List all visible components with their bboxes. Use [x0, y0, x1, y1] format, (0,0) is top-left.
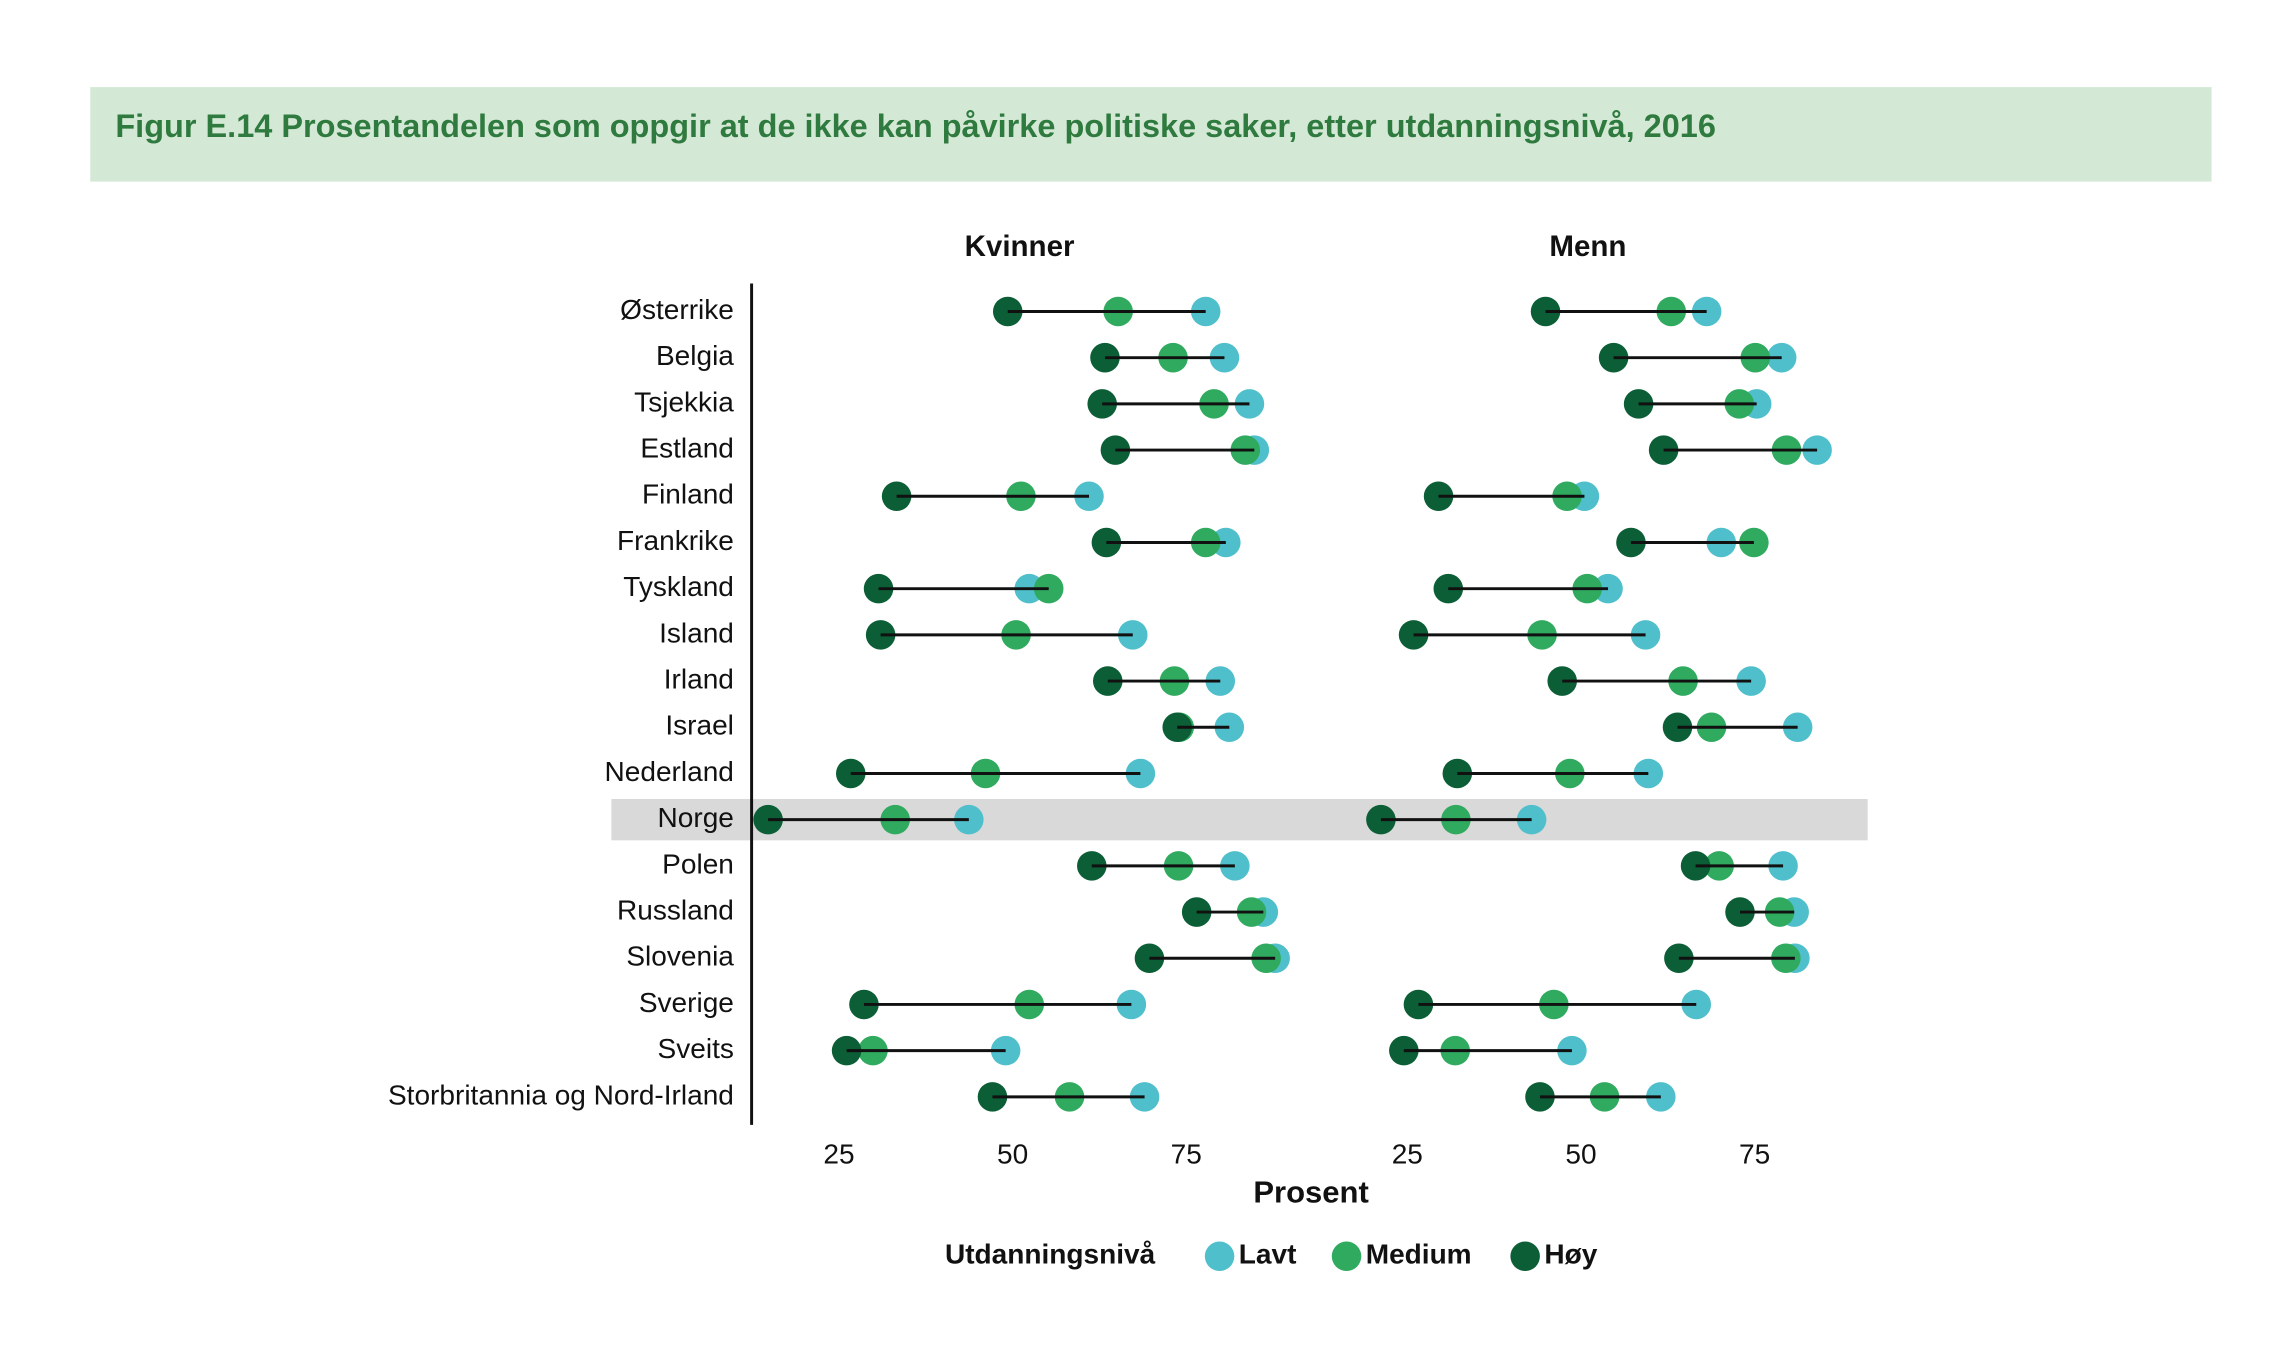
legend-title: Utdanningsnivå	[945, 1239, 1156, 1270]
y-tick-label: Norge	[658, 802, 734, 833]
y-tick-label: Sverige	[639, 987, 734, 1018]
y-tick-label: Polen	[662, 848, 734, 879]
title-band	[90, 87, 2212, 182]
dot	[1366, 804, 1396, 835]
y-tick-label: Tsjekkia	[634, 386, 734, 417]
dot	[1209, 342, 1240, 373]
y-tick-label: Sveits	[658, 1033, 734, 1064]
legend-swatch	[1331, 1241, 1362, 1272]
y-tick-label: Belgia	[656, 340, 734, 371]
dot	[1091, 527, 1122, 558]
x-tick-label: 25	[823, 1138, 854, 1169]
legend-swatch	[1204, 1241, 1235, 1272]
y-tick-label: Israel	[665, 710, 734, 741]
chart-title: Figur E.14 Prosentandelen som oppgir at …	[115, 108, 1716, 144]
y-tick-label: Russland	[617, 894, 734, 925]
legend-swatch	[1510, 1241, 1540, 1272]
legend-label: Medium	[1366, 1239, 1472, 1270]
x-tick-label: 25	[1392, 1138, 1423, 1169]
y-tick-label: Finland	[642, 479, 734, 510]
y-tick-label: Irland	[664, 663, 734, 694]
panel-title: Menn	[1549, 230, 1626, 263]
y-tick-label: Island	[659, 617, 734, 648]
dot	[1033, 573, 1064, 604]
y-tick-label: Østerrike	[620, 294, 734, 325]
y-tick-label: Frankrike	[617, 525, 734, 556]
dot	[992, 296, 1023, 327]
x-tick-label: 50	[997, 1138, 1028, 1169]
x-axis-title: Prosent	[1253, 1174, 1368, 1209]
legend-label: Lavt	[1239, 1239, 1297, 1270]
dot	[753, 804, 783, 835]
panel-title: Kvinner	[965, 230, 1075, 263]
y-tick-label: Estland	[640, 432, 733, 463]
x-tick-label: 75	[1739, 1138, 1770, 1169]
y-tick-label: Nederland	[605, 756, 734, 787]
dot	[1516, 804, 1547, 835]
x-tick-label: 50	[1565, 1138, 1596, 1169]
y-tick-label: Tyskland	[623, 571, 734, 602]
y-tick-label: Slovenia	[626, 941, 734, 972]
legend-label: Høy	[1544, 1239, 1597, 1270]
x-tick-label: 75	[1171, 1138, 1202, 1169]
y-tick-label: Storbritannia og Nord-Irland	[388, 1079, 734, 1110]
